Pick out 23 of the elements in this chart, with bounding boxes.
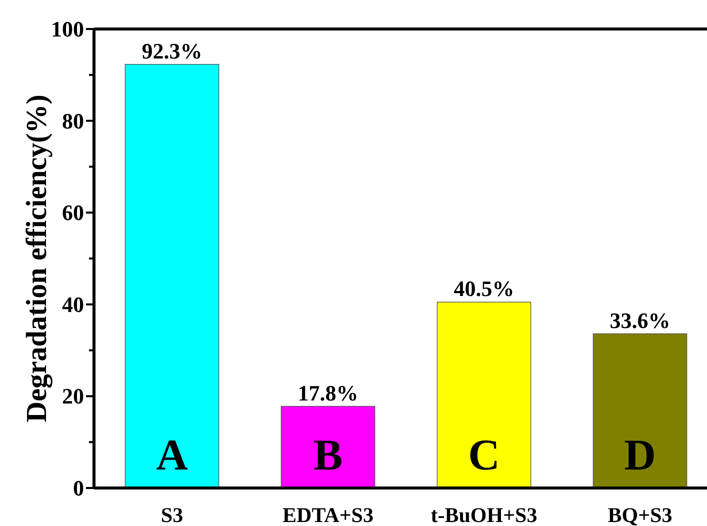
x-tick-label: S3 [160,503,184,526]
bar [592,333,688,488]
y-tick-label: 40 [62,292,84,317]
x-tick-label: t-BuOH+S3 [430,503,538,526]
data-label: 17.8% [298,380,358,406]
y-tick-label: 0 [73,476,84,500]
x-tick-label: EDTA+S3 [282,503,374,526]
annotation: B [313,430,343,480]
y-tick-label: 20 [62,384,84,409]
annotation: D [624,430,656,480]
y-tick-label: 60 [62,200,84,226]
data-label: 92.3% [142,38,202,64]
y-tick-label: 80 [62,108,84,134]
y-axis-title: Degradation efficiency(%) [21,94,53,422]
bar [436,302,532,488]
bar [280,406,376,488]
x-tick-label: BQ+S3 [608,503,672,526]
data-label: 33.6% [610,308,670,333]
data-label: 40.5% [454,276,514,302]
y-tick-label: 100 [51,16,84,42]
bar [124,64,220,488]
annotation: A [156,430,188,480]
annotation: C [468,430,500,480]
